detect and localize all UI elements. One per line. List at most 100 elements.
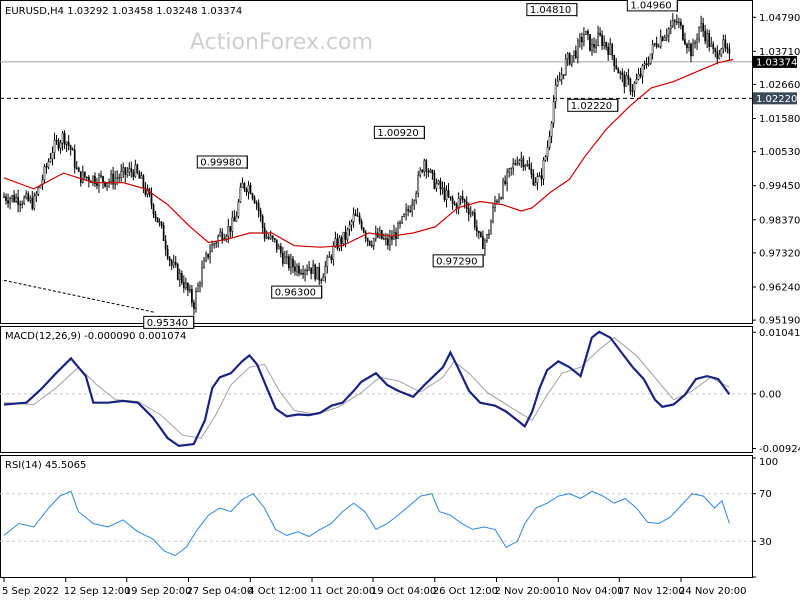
candle-body [302,272,304,275]
candle-body [3,196,5,198]
swing-label: 1.02220 [571,101,612,112]
candle-body [96,183,98,186]
candle-body [728,48,731,54]
candle-body [320,279,323,282]
candle-body [663,36,666,41]
candle-body [286,256,288,258]
candle-body [726,47,729,50]
candle-body [587,30,589,35]
candle-body [176,264,179,280]
candle-body [510,167,513,170]
candle-body [542,159,545,180]
candle-body [720,48,723,56]
candle-body [213,243,215,246]
candle-body [211,244,213,253]
candle-body [641,65,644,77]
candle-body [205,253,207,261]
candle-body [554,84,557,102]
candle-body [409,210,411,212]
candle-body [574,50,577,58]
candle-body [482,236,484,249]
candle-body [488,233,490,236]
candle-body [104,181,106,187]
candle-body [229,226,232,232]
candle-body [686,43,688,48]
candle-body [427,171,430,173]
candle-body [538,175,541,177]
candle-body [197,285,199,292]
candle-body [279,246,282,254]
candle-body [348,224,351,230]
candle-body [536,176,539,183]
rsi-y-tick-label: 100 [759,457,778,468]
candle-body [178,273,181,280]
candle-body [435,183,438,189]
candle-body [326,257,329,267]
candle-body [605,42,607,48]
price-y-tick-label: 1.03710 [759,47,800,58]
candle-body [233,217,236,222]
candle-body [568,53,571,65]
candle-body [661,36,664,41]
candle-body [520,158,523,161]
candle-body [581,37,583,43]
candle-body [696,38,698,43]
candle-body [49,158,52,162]
candle-body [411,204,414,212]
x-tick-label: 27 Sep 04:00 [187,586,254,597]
candle-body [556,80,559,86]
x-tick-label: 19 Sep 20:00 [125,586,192,597]
candle-body [633,82,636,92]
candle-body [255,202,258,205]
candle-body [625,75,628,87]
candle-body [401,216,403,223]
candle-body [193,302,195,309]
candle-body [389,236,391,246]
candle-body [540,175,543,180]
price-layer: 1.04790 1.03710 1.02660 1.01580 1.00530 0.994… [0,0,800,329]
candle-body [607,46,610,55]
price-y-tick-label: 1.00530 [759,147,800,158]
swing-label: 0.99980 [200,157,241,168]
candle-body [187,282,189,291]
candle-body [415,192,418,202]
candle-body [134,164,137,177]
price-pane [0,0,753,324]
candle-body [69,145,72,150]
macd-main-line [3,330,731,448]
candle-body [528,163,531,170]
candle-body [77,167,80,172]
candle-body [290,258,292,269]
candle-body [524,164,527,168]
candle-body [281,252,284,264]
candle-body [132,171,135,177]
candle-body [722,39,725,50]
candle-body [118,177,121,179]
candle-body [294,266,296,272]
candle-body [241,182,244,188]
candle-body [718,54,721,59]
candle-body [457,198,460,209]
support-price-label: 1.02220 [756,94,797,105]
candle-body [257,203,260,211]
candle-body [680,21,682,26]
candle-body [532,173,535,186]
candle-body [215,242,218,245]
candle-body [300,272,302,275]
candle-body [611,43,614,56]
candle-body [63,132,66,145]
candle-body [577,40,579,58]
candle-body [225,236,228,240]
candle-body [126,171,129,175]
candle-body [172,262,175,266]
candle-body [75,167,78,169]
candle-body [33,195,36,209]
candle-body [362,228,365,233]
candle-body [566,53,569,60]
candle-body [152,204,155,215]
candle-body [518,160,521,164]
candle-body [560,74,563,80]
candle-body [643,63,646,66]
x-tick-label: 2 Nov 20:00 [495,586,556,597]
candle-body [116,177,119,179]
